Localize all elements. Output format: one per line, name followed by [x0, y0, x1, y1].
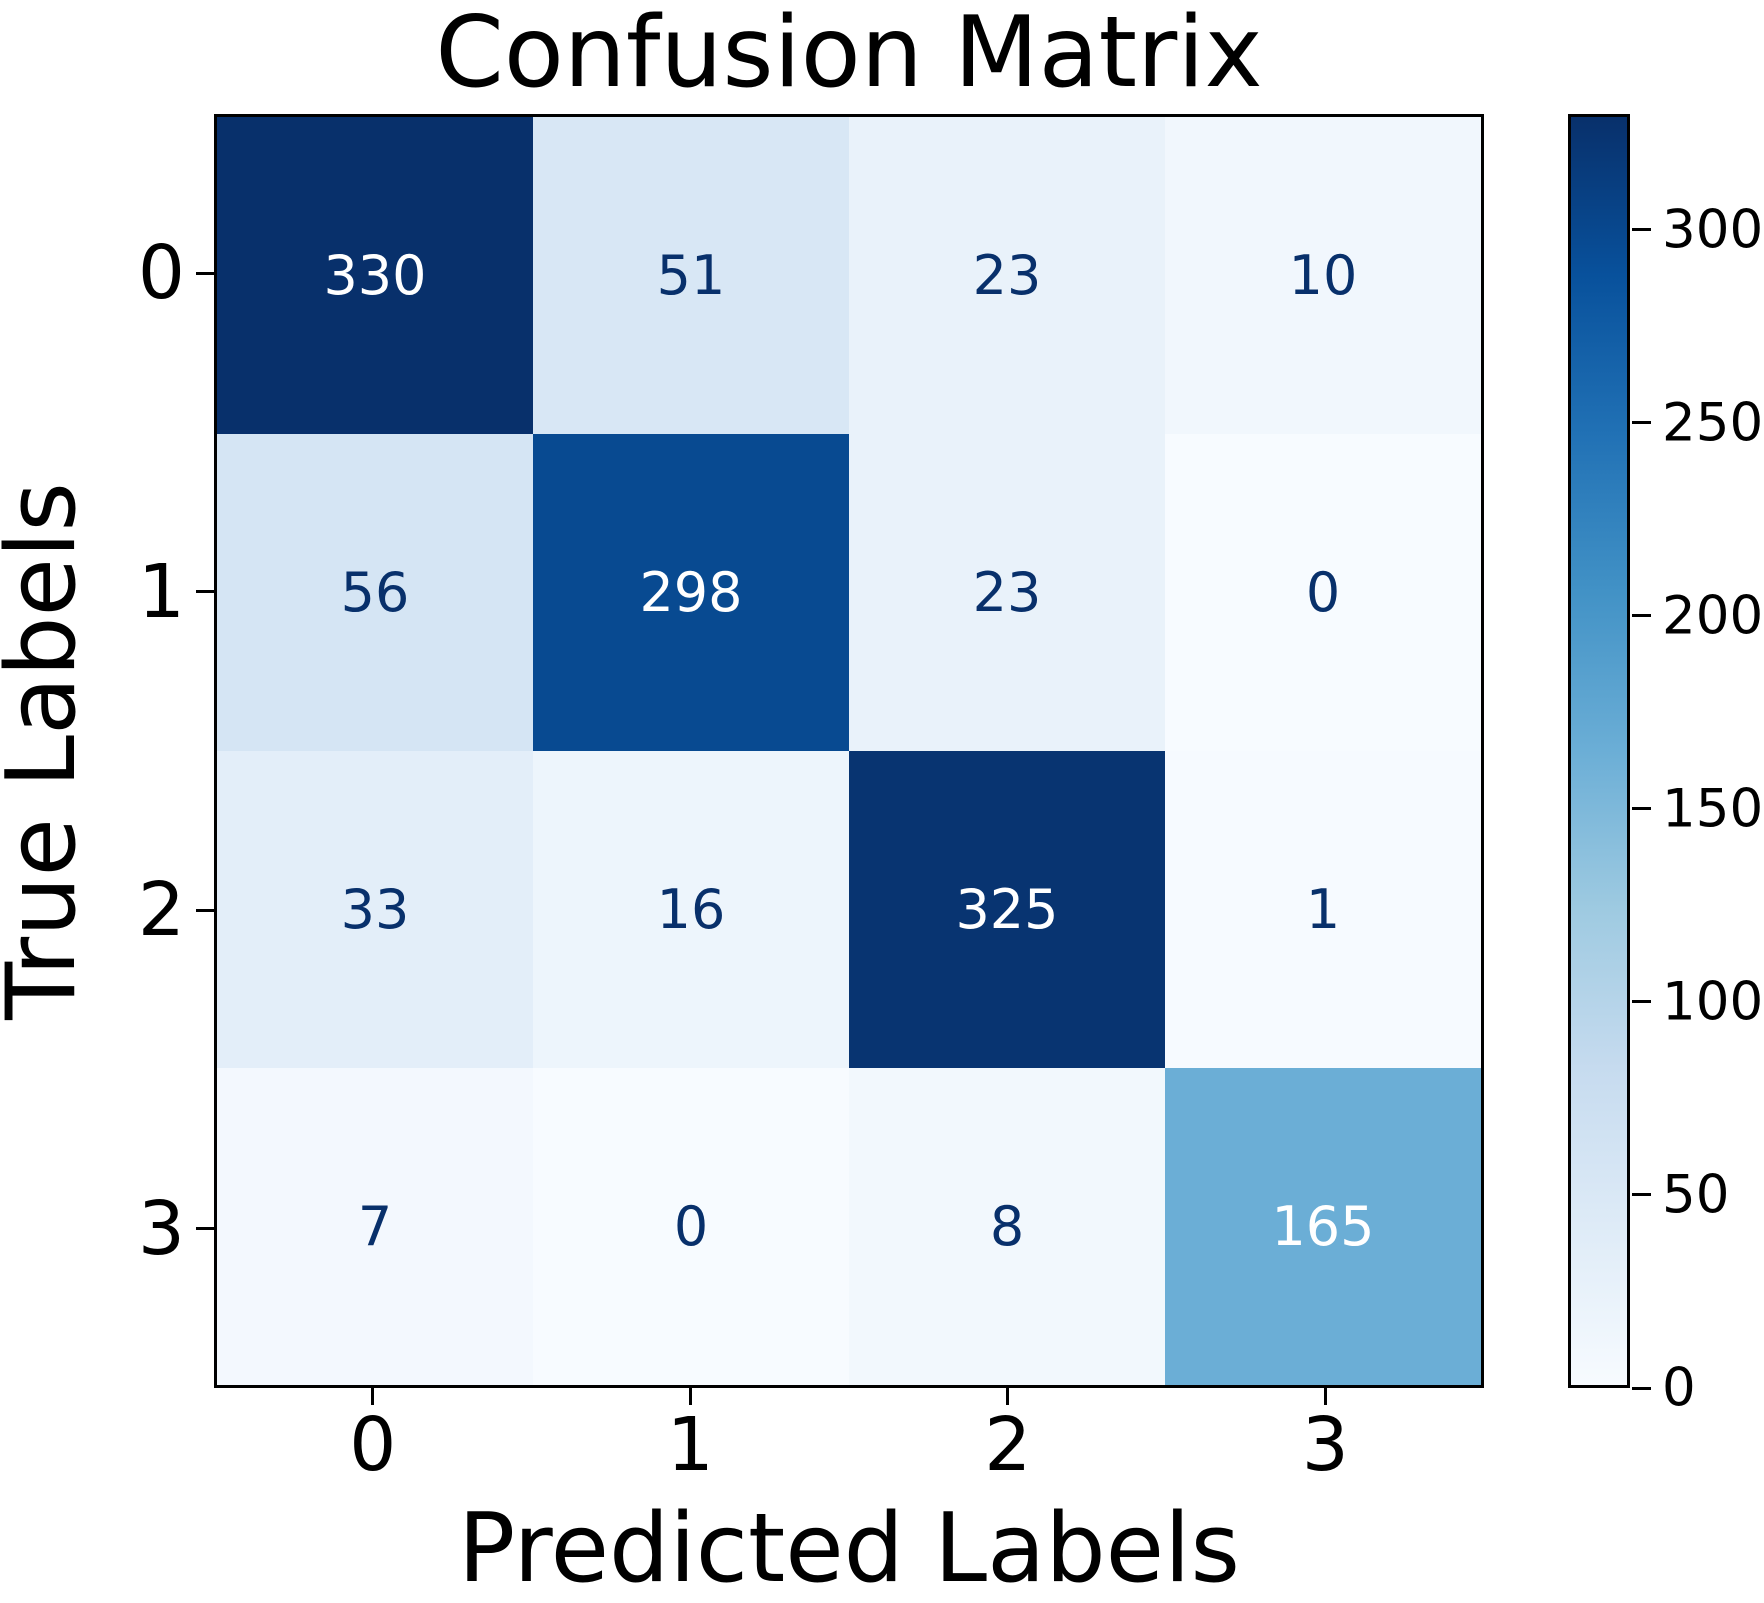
cell-value: 0 — [673, 1194, 709, 1258]
colorbar-tick-mark — [1632, 1000, 1651, 1004]
y-tick-mark — [196, 271, 214, 275]
heatmap-grid: 330 51 23 10 56 298 23 0 33 16 325 1 7 0 8 165 — [214, 114, 1484, 1388]
x-tick-label-3: 3 — [1301, 1402, 1349, 1488]
cell-value: 23 — [972, 243, 1042, 307]
y-tick-label-2: 2 — [137, 867, 185, 954]
x-tick-mark — [1323, 1388, 1327, 1405]
colorbar-tick-mark — [1632, 228, 1651, 232]
cell-value: 7 — [357, 1194, 393, 1258]
matrix-cell-r0-c1: 51 — [533, 117, 849, 434]
cell-value: 165 — [1271, 1194, 1375, 1258]
colorbar-tick-mark — [1632, 614, 1651, 618]
colorbar-tick-label-150: 150 — [1662, 778, 1764, 840]
matrix-cell-r0-c3: 10 — [1165, 117, 1481, 434]
x-tick-label-1: 1 — [666, 1402, 714, 1488]
colorbar-tick-label-50: 50 — [1662, 1164, 1730, 1226]
matrix-cell-r3-c1: 0 — [533, 1068, 849, 1385]
x-tick-mark — [1006, 1388, 1010, 1405]
cell-value: 325 — [955, 877, 1059, 941]
colorbar-tick-label-200: 200 — [1662, 585, 1764, 647]
matrix-cell-r2-c2: 325 — [849, 751, 1165, 1068]
colorbar-tick-mark — [1632, 1386, 1651, 1390]
x-tick-mark — [371, 1388, 375, 1405]
colorbar-tick-label-300: 300 — [1662, 199, 1764, 261]
colorbar-tick-label-250: 250 — [1662, 392, 1764, 454]
colorbar-tick-mark — [1632, 1193, 1651, 1197]
cell-value: 8 — [989, 1194, 1025, 1258]
matrix-cell-r3-c3: 165 — [1165, 1068, 1481, 1385]
cell-value: 56 — [340, 560, 410, 624]
cell-value: 33 — [340, 877, 410, 941]
chart-title: Confusion Matrix — [435, 0, 1263, 110]
y-tick-mark — [196, 908, 214, 912]
matrix-cell-r2-c3: 1 — [1165, 751, 1481, 1068]
cell-value: 0 — [1305, 560, 1341, 624]
matrix-cell-r3-c2: 8 — [849, 1068, 1165, 1385]
matrix-cell-r2-c0: 33 — [217, 751, 533, 1068]
matrix-cell-r0-c0: 330 — [217, 117, 533, 434]
matrix-cell-r3-c0: 7 — [217, 1068, 533, 1385]
cell-value: 51 — [656, 243, 726, 307]
y-tick-mark — [196, 1227, 214, 1231]
x-tick-label-2: 2 — [984, 1402, 1032, 1488]
matrix-cell-r2-c1: 16 — [533, 751, 849, 1068]
matrix-cell-r1-c2: 23 — [849, 434, 1165, 751]
matrix-cell-r1-c0: 56 — [217, 434, 533, 751]
x-tick-label-0: 0 — [349, 1402, 397, 1488]
matrix-cell-r1-c1: 298 — [533, 434, 849, 751]
y-tick-label-3: 3 — [137, 1185, 185, 1272]
x-axis-label: Predicted Labels — [458, 1494, 1240, 1603]
cell-value: 330 — [323, 243, 427, 307]
colorbar — [1568, 114, 1630, 1388]
matrix-cell-r1-c3: 0 — [1165, 434, 1481, 751]
colorbar-tick-mark — [1632, 807, 1651, 811]
colorbar-tick-label-100: 100 — [1662, 971, 1764, 1033]
x-tick-mark — [688, 1388, 692, 1405]
cell-value: 1 — [1305, 877, 1341, 941]
y-tick-mark — [196, 590, 214, 594]
cell-value: 23 — [972, 560, 1042, 624]
colorbar-tick-label-0: 0 — [1662, 1357, 1696, 1419]
matrix-cell-r0-c2: 23 — [849, 117, 1165, 434]
y-tick-label-1: 1 — [137, 548, 185, 635]
colorbar-tick-mark — [1632, 421, 1651, 425]
y-tick-label-0: 0 — [137, 230, 185, 317]
cell-value: 10 — [1288, 243, 1358, 307]
cell-value: 16 — [656, 877, 726, 941]
cell-value: 298 — [639, 560, 743, 624]
